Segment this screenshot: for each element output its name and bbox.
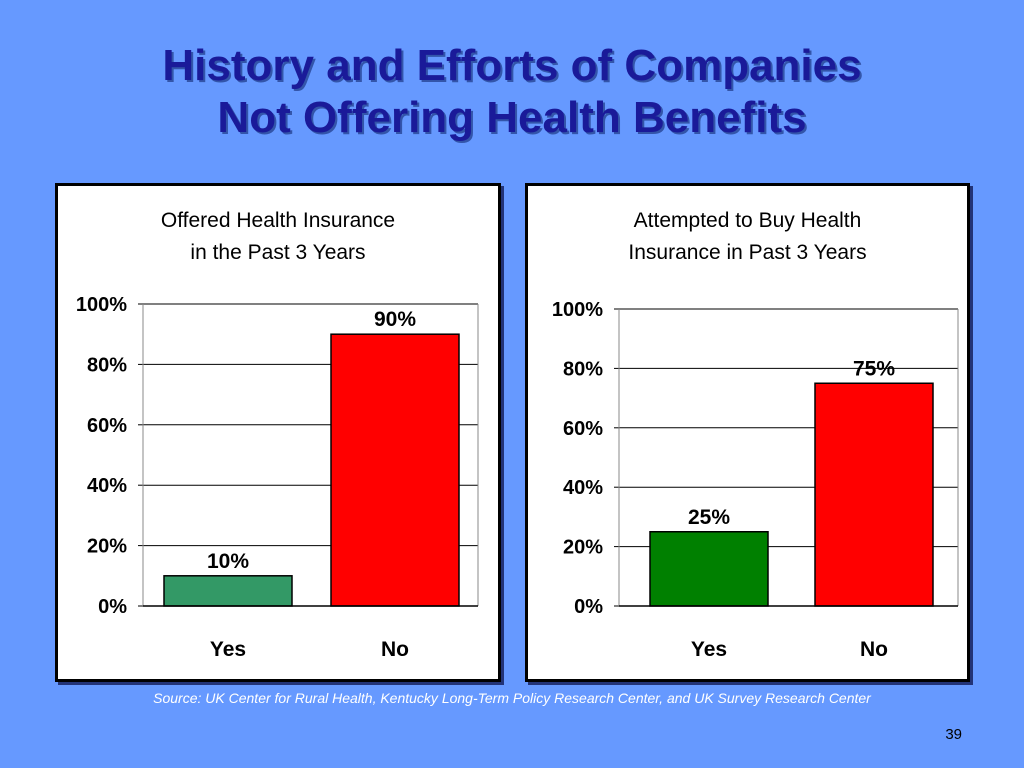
category-label: No <box>860 638 888 661</box>
y-tick-label: 60% <box>87 415 127 437</box>
y-tick-label: 0% <box>98 596 127 618</box>
category-label: No <box>381 638 409 661</box>
y-tick-label: 0% <box>574 596 603 618</box>
y-tick-label: 100% <box>552 299 603 321</box>
source-note: Source: UK Center for Rural Health, Kent… <box>153 690 871 706</box>
data-label: 10% <box>207 550 249 573</box>
y-tick-label: 40% <box>563 477 603 499</box>
chart-title-line: Attempted to Buy Health <box>634 209 862 232</box>
chart-title-line: Insurance in Past 3 Years <box>628 241 866 264</box>
data-label: 25% <box>688 506 730 529</box>
category-label: Yes <box>691 638 727 661</box>
category-label: Yes <box>210 638 246 661</box>
chart-title-line: Offered Health Insurance <box>161 209 395 232</box>
y-tick-label: 80% <box>563 358 603 380</box>
bar-yes <box>649 531 769 607</box>
bar-no <box>814 382 934 607</box>
data-label: 90% <box>374 308 416 331</box>
bar-no <box>330 333 460 607</box>
data-label: 75% <box>853 357 895 380</box>
chart-attempted-to-buy: Attempted to Buy Health Insurance in Past… <box>552 209 959 661</box>
y-tick-label: 80% <box>87 354 127 376</box>
bar-yes <box>163 575 293 607</box>
page-number: 39 <box>945 726 962 743</box>
slide-title: History and Efforts of Companies Not Off… <box>0 40 1024 144</box>
y-tick-label: 20% <box>87 536 127 558</box>
chart-panel-attempted-to-buy: Attempted to Buy Health Insurance in Past… <box>525 183 970 682</box>
y-tick-label: 20% <box>563 537 603 559</box>
slide-title-line-2: Not Offering Health Benefits <box>217 93 807 142</box>
chart-title-line: in the Past 3 Years <box>190 241 365 264</box>
y-tick-label: 40% <box>87 475 127 497</box>
y-tick-label: 100% <box>76 294 127 316</box>
slide-title-line-1: History and Efforts of Companies <box>162 41 862 90</box>
y-tick-label: 60% <box>563 418 603 440</box>
chart-panel-offered-insurance: Offered Health Insurance in the Past 3 Ye… <box>55 183 501 682</box>
chart-offered-insurance: Offered Health Insurance in the Past 3 Ye… <box>76 209 479 661</box>
